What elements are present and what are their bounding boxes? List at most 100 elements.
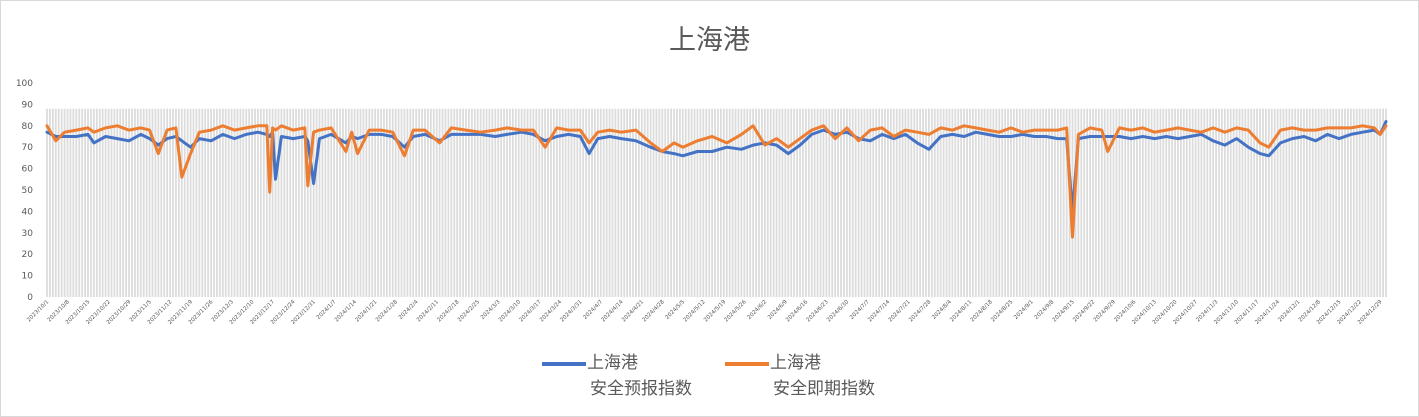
background-bar — [763, 108, 766, 298]
background-bar — [139, 108, 142, 298]
background-bar — [224, 108, 227, 298]
background-bar — [535, 108, 538, 298]
background-bar — [1223, 108, 1226, 298]
background-bar — [608, 108, 611, 298]
background-bar — [1182, 108, 1185, 298]
background-bar — [406, 108, 409, 298]
y-tick-label: 10 — [22, 272, 34, 282]
background-bar — [664, 108, 667, 298]
background-bar — [506, 108, 508, 298]
background-bar — [95, 108, 98, 298]
background-bar — [362, 108, 365, 298]
background-bar — [1338, 108, 1341, 298]
background-bar — [1180, 108, 1182, 298]
background-bar — [330, 108, 333, 298]
background-bar — [60, 108, 63, 298]
background-bar — [259, 108, 262, 298]
background-bar — [916, 108, 919, 298]
background-bar — [939, 108, 942, 298]
background-bar — [277, 108, 280, 298]
background-bar — [1218, 108, 1220, 298]
background-bar — [400, 108, 403, 298]
background-bar — [945, 108, 948, 298]
background-bar — [778, 108, 781, 298]
background-bar — [570, 108, 573, 298]
background-bar — [327, 108, 330, 298]
background-bar — [344, 108, 347, 298]
background-bar — [617, 108, 620, 298]
background-bar — [1250, 108, 1253, 298]
background-bar — [1124, 108, 1127, 298]
background-bar — [321, 108, 324, 298]
background-bar — [819, 108, 822, 298]
background-bar — [725, 108, 728, 298]
background-bar — [1317, 108, 1320, 298]
background-bar — [1200, 108, 1203, 298]
background-bar — [848, 108, 851, 298]
background-bar — [488, 108, 491, 298]
background-bar — [1308, 108, 1311, 298]
background-bar — [928, 108, 930, 298]
background-bar — [1367, 108, 1370, 298]
background-bar — [157, 108, 160, 298]
background-bar — [652, 108, 655, 298]
background-bar — [92, 108, 95, 298]
background-bar — [274, 108, 277, 298]
background-bar — [971, 108, 974, 298]
background-bar — [1092, 108, 1094, 298]
background-bar — [1062, 108, 1065, 298]
background-bar — [1162, 108, 1165, 298]
background-bar — [1329, 108, 1332, 298]
background-bar — [365, 108, 368, 298]
background-bar — [309, 108, 312, 298]
background-bar — [66, 108, 69, 298]
background-bar — [728, 108, 731, 298]
background-bar — [450, 108, 453, 298]
background-bar — [661, 108, 664, 298]
background-bar — [673, 108, 675, 298]
background-bar — [802, 108, 804, 298]
background-bar — [359, 108, 362, 298]
background-bar — [974, 108, 977, 298]
background-bar — [1323, 108, 1326, 298]
background-bar — [1086, 108, 1089, 298]
background-bar — [342, 108, 344, 298]
background-bar — [46, 108, 48, 298]
background-bar — [758, 108, 760, 298]
series-line-forecast — [45, 120, 1388, 213]
background-bar — [532, 108, 535, 298]
background-bar — [1156, 108, 1159, 298]
background-bar — [503, 108, 505, 298]
background-bar — [280, 108, 283, 298]
background-bar — [843, 108, 845, 298]
background-bar — [514, 108, 517, 298]
background-bar — [734, 108, 737, 298]
background-bar — [233, 108, 236, 298]
background-bar — [1010, 108, 1012, 298]
background-bar — [793, 108, 796, 298]
background-bar — [189, 108, 192, 298]
background-bar — [579, 108, 582, 298]
background-bar — [470, 108, 473, 298]
background-bar — [1262, 108, 1264, 298]
background-bar — [552, 108, 555, 298]
background-bar — [1106, 108, 1109, 298]
x-tick-label: 2024/8/25 — [990, 299, 1015, 324]
background-bar — [632, 108, 634, 298]
background-bar — [1118, 108, 1121, 298]
background-bar — [1109, 108, 1112, 298]
background-bar — [766, 108, 769, 298]
background-bar — [145, 108, 148, 298]
background-bar — [693, 108, 696, 298]
background-bar — [678, 108, 681, 298]
background-bar — [520, 108, 523, 298]
background-bar — [523, 108, 526, 298]
background-bar — [1051, 108, 1053, 298]
background-bar — [1314, 108, 1317, 298]
background-bar — [1136, 108, 1138, 298]
background-bar — [954, 108, 957, 298]
x-tick-label: 2024/4/28 — [642, 299, 667, 324]
background-bar — [388, 108, 391, 298]
background-bar — [151, 108, 154, 298]
background-bar — [869, 108, 872, 298]
